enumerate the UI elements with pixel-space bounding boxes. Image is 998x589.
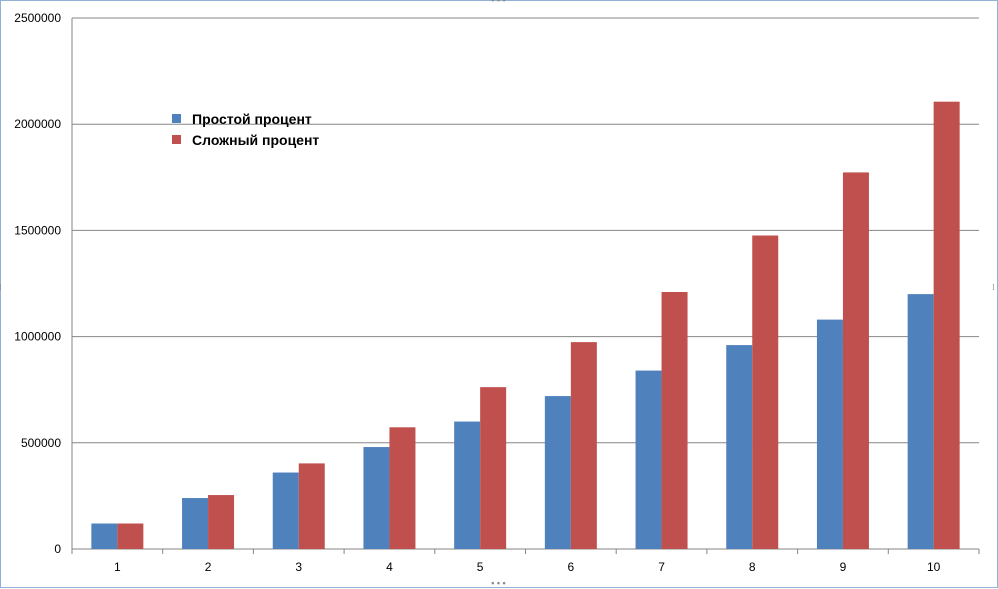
x-tick-label: 3 xyxy=(295,560,302,574)
legend-swatch-compound xyxy=(172,135,181,144)
bar-compound xyxy=(298,463,325,549)
bar-compound xyxy=(570,342,597,549)
resize-handle-bottom[interactable]: ∙∙∙ xyxy=(490,579,507,589)
y-tick-label: 2500000 xyxy=(14,11,61,25)
x-tick-label: 10 xyxy=(927,560,941,574)
bar-compound xyxy=(661,291,688,549)
resize-handle-top[interactable]: ∙∙∙ xyxy=(490,0,507,6)
y-tick-label: 2000000 xyxy=(14,117,61,131)
bar-compound xyxy=(752,235,779,549)
y-tick-label: 500000 xyxy=(21,436,61,450)
bar-simple xyxy=(907,294,934,549)
bar-simple xyxy=(363,447,390,549)
resize-handle-left[interactable]: ⁞ xyxy=(0,284,2,293)
x-tick-label: 9 xyxy=(840,560,847,574)
bar-compound xyxy=(117,523,144,549)
bar-compound xyxy=(842,172,869,549)
bar-simple xyxy=(454,421,481,549)
bar-simple xyxy=(635,370,662,549)
resize-handle-right[interactable]: ⁞ xyxy=(992,283,995,293)
bar-simple xyxy=(726,345,753,549)
x-tick-label: 6 xyxy=(568,560,575,574)
bar-compound xyxy=(389,427,416,549)
x-tick-label: 7 xyxy=(658,560,665,574)
bar-compound xyxy=(208,495,235,549)
legend-label-simple: Простой процент xyxy=(192,110,312,127)
legend-item-compound: Сложный процент xyxy=(172,129,319,150)
bar-simple xyxy=(272,472,299,549)
x-tick-label: 1 xyxy=(114,560,121,574)
bar-simple xyxy=(182,498,209,549)
legend-item-simple: Простой процент xyxy=(172,108,319,129)
bar-compound xyxy=(480,387,507,549)
bar-simple xyxy=(544,396,571,549)
y-tick-label: 0 xyxy=(54,542,61,556)
legend-label-compound: Сложный процент xyxy=(192,131,320,148)
legend-swatch-simple xyxy=(172,114,181,123)
x-tick-label: 8 xyxy=(749,560,756,574)
x-tick-label: 2 xyxy=(205,560,212,574)
bar-simple xyxy=(816,319,843,549)
legend: Простой процент Сложный процент xyxy=(172,108,319,150)
y-tick-label: 1500000 xyxy=(14,223,61,237)
y-tick-label: 1000000 xyxy=(14,330,61,344)
x-tick-label: 5 xyxy=(477,560,484,574)
x-tick-label: 4 xyxy=(386,560,393,574)
bar-simple xyxy=(91,523,118,549)
bar-compound xyxy=(933,101,960,549)
